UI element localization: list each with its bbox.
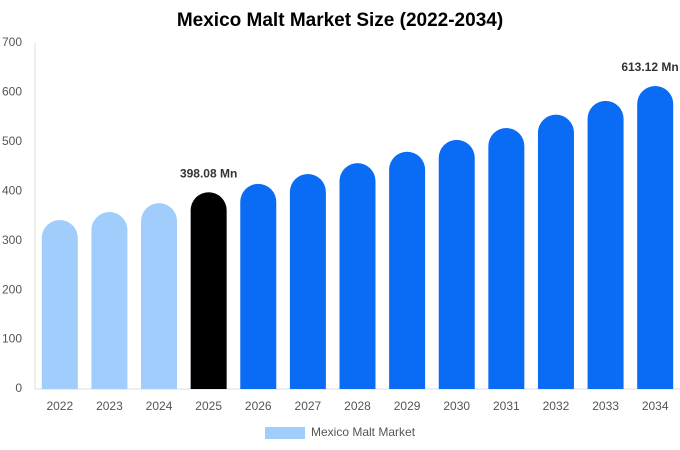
y-tick-label: 600 xyxy=(2,85,22,99)
x-tick-label: 2026 xyxy=(245,399,272,413)
legend-label: Mexico Malt Market xyxy=(311,425,416,439)
y-tick-label: 200 xyxy=(2,282,22,296)
x-tick-label: 2027 xyxy=(295,399,322,413)
x-tick-label: 2022 xyxy=(46,399,73,413)
bar xyxy=(339,163,376,389)
x-tick-label: 2033 xyxy=(592,399,619,413)
y-tick-label: 400 xyxy=(2,183,22,197)
bar xyxy=(141,203,178,389)
bar xyxy=(637,85,674,390)
y-tick-label: 700 xyxy=(2,35,22,49)
x-tick-label: 2029 xyxy=(394,399,421,413)
bar xyxy=(537,114,574,389)
bar xyxy=(587,100,624,390)
bar xyxy=(190,192,227,389)
chart-title: Mexico Malt Market Size (2022-2034) xyxy=(177,10,503,31)
legend-swatch xyxy=(265,427,305,439)
x-tick-label: 2032 xyxy=(543,399,570,413)
x-tick-label: 2034 xyxy=(642,399,669,413)
y-tick-label: 300 xyxy=(2,233,22,247)
y-tick-label: 100 xyxy=(2,332,22,346)
bar xyxy=(41,219,78,389)
x-tick-label: 2031 xyxy=(493,399,520,413)
y-tick-label: 0 xyxy=(15,381,22,395)
data-label: 613.12 Mn xyxy=(621,60,678,74)
x-tick-label: 2024 xyxy=(146,399,173,413)
x-tick-label: 2023 xyxy=(96,399,123,413)
x-tick-label: 2028 xyxy=(344,399,371,413)
bar xyxy=(488,128,525,389)
bar xyxy=(289,173,326,389)
bar xyxy=(240,183,277,389)
bar xyxy=(389,151,426,389)
x-tick-label: 2030 xyxy=(443,399,470,413)
bar xyxy=(438,139,475,389)
x-tick-label: 2025 xyxy=(195,399,222,413)
y-tick-label: 500 xyxy=(2,134,22,148)
data-label: 398.08 Mn xyxy=(180,166,237,180)
bar xyxy=(91,212,128,389)
